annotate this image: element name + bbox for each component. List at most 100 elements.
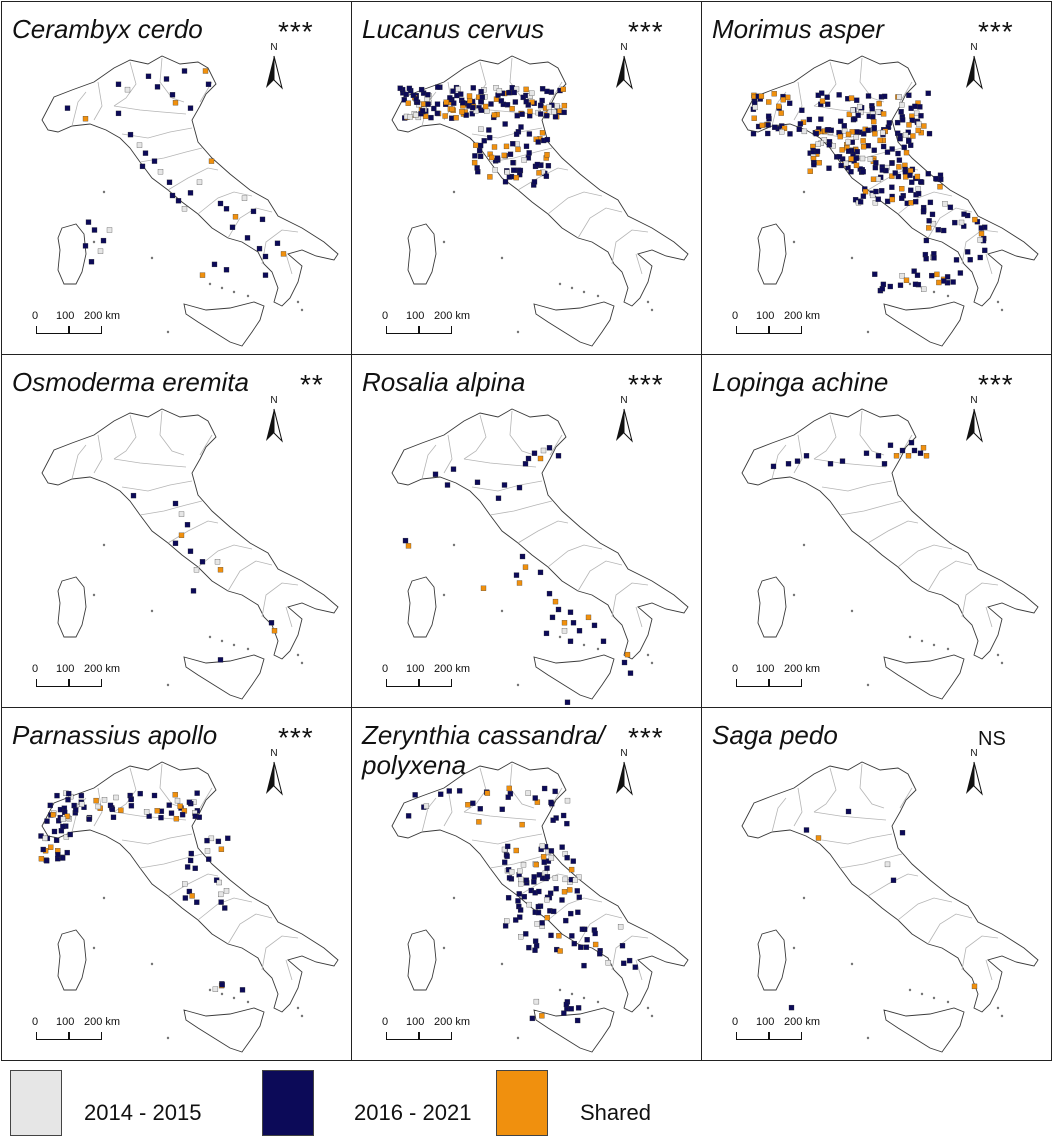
occurrence-cell [850, 107, 856, 113]
occurrence-cell [926, 225, 932, 231]
occurrence-cell [186, 799, 193, 805]
occurrence-cell [905, 453, 912, 459]
species-name: Parnassius apollo [12, 720, 218, 750]
mainland-outline [41, 55, 339, 307]
north-arrow-icon: N [264, 748, 284, 800]
islet [932, 643, 936, 647]
scale-tick-label: 100 [756, 1016, 775, 1028]
occurrence-cell [837, 133, 843, 140]
occurrence-cell [929, 211, 936, 218]
occurrence-cell [555, 606, 562, 613]
occurrence-cell [765, 113, 772, 119]
islet [866, 1036, 870, 1040]
occurrence-cell [896, 157, 903, 163]
occurrence-cell [127, 131, 134, 138]
mainland-outline [741, 408, 1039, 660]
occurrence-cell [450, 88, 456, 94]
sardinia-outline [757, 929, 787, 991]
occurrence-cell [531, 179, 538, 185]
occurrence-cell [154, 84, 161, 90]
occurrence-cell [925, 171, 931, 177]
occurrence-cell [957, 270, 964, 276]
occurrence-cell [567, 638, 574, 644]
occurrence-cell [560, 812, 567, 819]
north-label: N [970, 395, 978, 406]
occurrence-cell [477, 806, 483, 812]
occurrence-cell [537, 102, 544, 109]
species-name-line2: polyxena [362, 750, 467, 780]
region-border [93, 81, 103, 121]
north-arrow-half-dark [266, 56, 274, 88]
sardinia-outline [57, 576, 87, 638]
occurrence-cell [972, 216, 978, 223]
occurrence-cell [913, 199, 919, 205]
region-border [471, 127, 543, 139]
occurrence-cell [561, 1010, 567, 1016]
species-title: Cerambyx cerdo [12, 14, 203, 44]
occurrence-cell [504, 853, 510, 859]
occurrence-cell [559, 897, 565, 903]
occurrence-cell [66, 790, 72, 797]
occurrence-cell [544, 897, 550, 903]
occurrence-cell [525, 455, 532, 462]
north-arrow-half-light [623, 761, 633, 796]
islet [558, 988, 562, 992]
occurrence-cell [934, 271, 940, 278]
occurrence-cell [128, 803, 135, 809]
occurrence-cell [894, 119, 901, 126]
occurrence-cell [884, 149, 891, 155]
significance-label: ** [300, 369, 324, 400]
occurrence-cell [402, 537, 409, 544]
occurrence-cell [865, 127, 871, 133]
sardinia-outline [757, 576, 787, 638]
occurrence-cell [222, 905, 228, 911]
occurrence-cell [158, 814, 164, 821]
occurrence-cell [86, 816, 92, 822]
islet [442, 946, 446, 950]
occurrence-cell [554, 103, 560, 109]
occurrence-cell [82, 243, 89, 249]
occurrence-cell [872, 164, 879, 171]
scale-mid-tick [768, 326, 770, 334]
occurrence-cell [239, 987, 246, 993]
occurrence-cell [229, 224, 236, 230]
occurrence-cell [115, 81, 122, 87]
islet [596, 647, 600, 651]
occurrence-cell [911, 268, 917, 274]
north-arrow-icon: N [264, 42, 284, 94]
occurrence-cell [846, 111, 853, 118]
occurrence-cell [826, 142, 832, 148]
occurrence-cell [905, 129, 911, 135]
occurrence-cell [516, 484, 523, 491]
occurrence-cell [463, 112, 469, 118]
occurrence-cell [467, 98, 473, 104]
occurrence-cell [548, 932, 554, 939]
scale-tick-label: 100 [756, 310, 775, 322]
north-arrow-half-light [273, 55, 283, 90]
sicily-outline [183, 1007, 265, 1053]
occurrence-cell [913, 110, 920, 117]
region-border [71, 91, 87, 127]
occurrence-cell [576, 874, 582, 880]
occurrence-cell [571, 940, 577, 947]
occurrence-cell [561, 102, 568, 109]
occurrence-cell [128, 796, 134, 803]
occurrence-cell [474, 165, 480, 171]
occurrence-cell [539, 920, 545, 926]
occurrence-cell [921, 286, 927, 292]
occurrence-cell [175, 198, 182, 204]
occurrence-cell [501, 482, 508, 488]
occurrence-cell [54, 792, 60, 799]
occurrence-cell [921, 207, 927, 213]
occurrence-cell [621, 960, 627, 966]
occurrence-cell [488, 101, 494, 107]
occurrence-cell [578, 944, 584, 950]
occurrence-cell [550, 817, 556, 823]
occurrence-cell [869, 106, 875, 112]
occurrence-cell [268, 620, 275, 626]
region-border [93, 434, 103, 474]
region-border [285, 606, 293, 628]
region-border [859, 410, 885, 456]
islet [946, 1000, 950, 1004]
occurrence-cell [872, 271, 878, 277]
